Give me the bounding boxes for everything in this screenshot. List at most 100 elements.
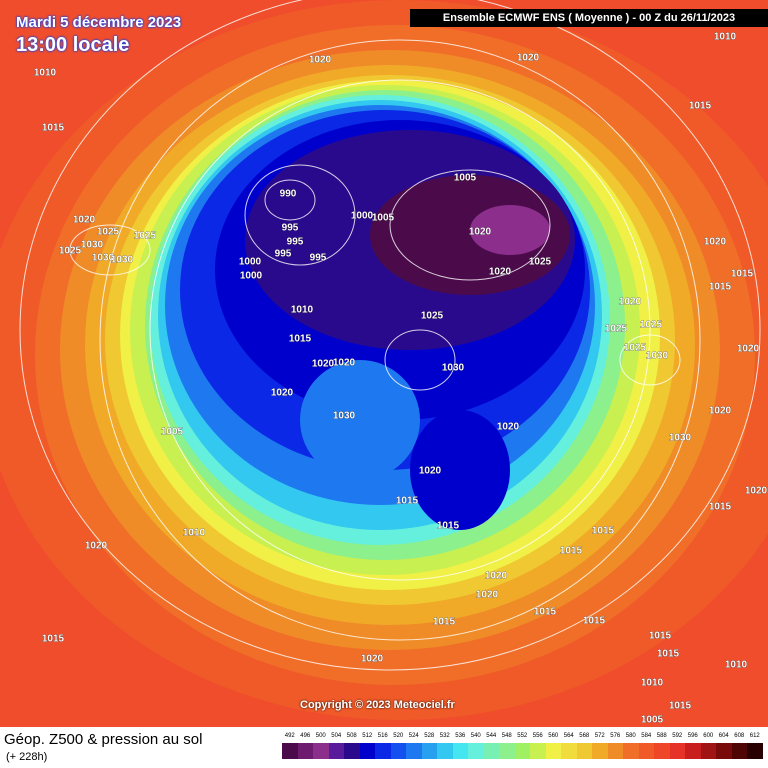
isobar-label: 1020 [361, 654, 384, 665]
isobar-label: 1015 [709, 282, 732, 293]
isobar-label: 1020 [309, 55, 332, 66]
isobar-label: 1020 [737, 344, 760, 355]
scale-level: 580 [625, 733, 636, 739]
scale-swatch [561, 743, 577, 759]
scale-swatch [328, 743, 344, 759]
scale-swatch [669, 743, 685, 759]
forecast-date: Mardi 5 décembre 2023 [16, 14, 182, 31]
isobar-label: 1010 [641, 678, 664, 689]
isobar-label: 1025 [134, 231, 157, 242]
isobar-label: 1030 [81, 240, 104, 251]
scale-level: 596 [687, 733, 698, 739]
scale-swatch [654, 743, 670, 759]
isobar-label: 995 [287, 237, 304, 248]
scale-swatch [607, 743, 623, 759]
scale-level: 532 [439, 733, 450, 739]
scale-swatch [685, 743, 701, 759]
isobar-label: 1030 [111, 255, 134, 266]
isobar-label: 1025 [529, 257, 552, 268]
isobar-label: 1020 [517, 53, 540, 64]
scale-level: 504 [331, 733, 342, 739]
isobar-label: 1030 [669, 433, 692, 444]
scale-level: 524 [408, 733, 419, 739]
scale-level: 604 [718, 733, 729, 739]
scale-swatch [297, 743, 313, 759]
isobar-label: 1015 [396, 496, 419, 507]
isobar-label: 1015 [433, 617, 456, 628]
isobar-label: 1020 [704, 237, 727, 248]
scale-swatch [313, 743, 329, 759]
scale-level: 548 [501, 733, 512, 739]
scale-level: 556 [532, 733, 543, 739]
isobar-label: 1015 [709, 502, 732, 513]
scale-level: 564 [563, 733, 574, 739]
scale-swatch [530, 743, 546, 759]
scale-swatch [514, 743, 530, 759]
footer: Géop. Z500 & pression au sol (+ 228h) 49… [0, 727, 768, 768]
footer-title: Géop. Z500 & pression au sol [4, 731, 203, 748]
isobar-label: 1020 [476, 590, 499, 601]
isobar-label: 1010 [714, 32, 737, 43]
scale-swatch [452, 743, 468, 759]
scale-level: 492 [284, 733, 295, 739]
isobar-label: 1010 [183, 528, 206, 539]
scale-swatch [468, 743, 484, 759]
isobar-label: 1025 [59, 246, 82, 257]
scale-level: 520 [393, 733, 404, 739]
isobar-label: 1005 [454, 173, 477, 184]
isobar-label: 1015 [669, 701, 692, 712]
scale-swatch [390, 743, 406, 759]
isobar-label: 1015 [583, 616, 606, 627]
isobar-label: 1030 [333, 411, 356, 422]
scale-level: 544 [486, 733, 497, 739]
scale-level: 576 [610, 733, 621, 739]
isobar-label: 1025 [605, 324, 628, 335]
scale-level: 612 [749, 733, 760, 739]
scale-swatch [545, 743, 561, 759]
isobar-label: 1020 [485, 571, 508, 582]
isobar-label: 1010 [725, 660, 748, 671]
scale-level: 608 [734, 733, 745, 739]
isobar-label: 1010 [291, 305, 314, 316]
scale-swatch [576, 743, 592, 759]
scale-swatch [406, 743, 422, 759]
isobar-label: 1020 [419, 466, 442, 477]
isobar-label: 1015 [42, 123, 65, 134]
scale-level: 568 [579, 733, 590, 739]
scale-swatch [375, 743, 391, 759]
isobar-label: 1015 [649, 631, 672, 642]
scale-swatch [359, 743, 375, 759]
isobar-label: 1005 [161, 427, 184, 438]
isobar-label: 1025 [421, 311, 444, 322]
scale-level: 536 [455, 733, 466, 739]
scale-level: 528 [424, 733, 435, 739]
scale-swatch [499, 743, 515, 759]
isobar-label: 1025 [624, 343, 647, 354]
isobar-label: 1000 [240, 271, 263, 282]
isobar-label: 1015 [731, 269, 754, 280]
isobar-label: 995 [310, 253, 327, 264]
isobar-label: 1000 [239, 257, 262, 268]
scale-swatch [421, 743, 437, 759]
scale-swatch [282, 743, 298, 759]
isobar-label: 995 [275, 249, 292, 260]
isobar-label: 1020 [497, 422, 520, 433]
scale-level: 496 [300, 733, 311, 739]
isobar-label: 1005 [372, 213, 395, 224]
isobar-label: 1020 [619, 297, 642, 308]
isobar-label: 1015 [289, 334, 312, 345]
scale-swatch [716, 743, 732, 759]
isobar-labels: 1010 1020 1020 1010 1015 1015 990 1005 1000 1005 1… [34, 31, 768, 725]
isobar-label: 1020 [709, 406, 732, 417]
isobar-label: 1025 [97, 227, 120, 238]
scale-swatch [623, 743, 639, 759]
isobar-label: 990 [280, 189, 297, 200]
scale-level: 592 [672, 733, 683, 739]
isobar-label: 1020 [85, 541, 108, 552]
scale-swatch [731, 743, 747, 759]
scale-level: 600 [703, 733, 714, 739]
isobar-label: 1010 [34, 68, 57, 79]
scale-level: 508 [346, 733, 357, 739]
